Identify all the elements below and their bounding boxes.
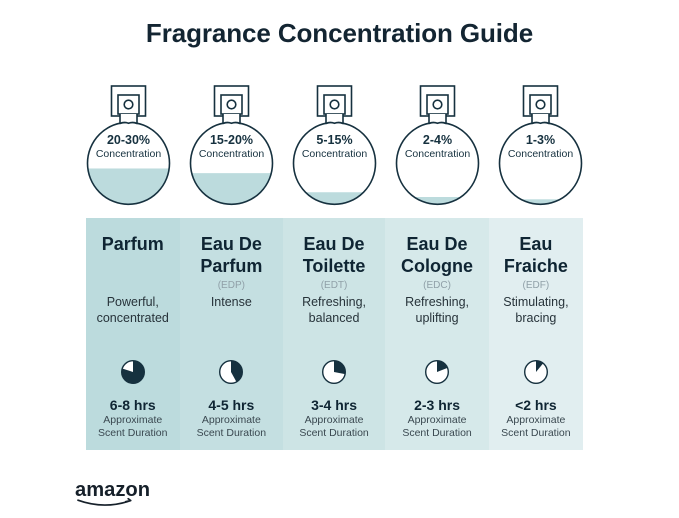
svg-text:Concentration: Concentration xyxy=(302,148,368,160)
svg-text:Concentration: Concentration xyxy=(199,148,265,160)
svg-text:1-3%: 1-3% xyxy=(526,133,555,147)
svg-text:Concentration: Concentration xyxy=(96,148,162,160)
svg-text:15-20%: 15-20% xyxy=(210,133,253,147)
svg-text:2-4%: 2-4% xyxy=(423,133,452,147)
svg-text:Concentration: Concentration xyxy=(507,148,573,160)
svg-text:20-30%: 20-30% xyxy=(107,133,150,147)
svg-text:amazon: amazon xyxy=(75,479,150,501)
svg-text:5-15%: 5-15% xyxy=(316,133,352,147)
svg-text:Concentration: Concentration xyxy=(405,148,471,160)
